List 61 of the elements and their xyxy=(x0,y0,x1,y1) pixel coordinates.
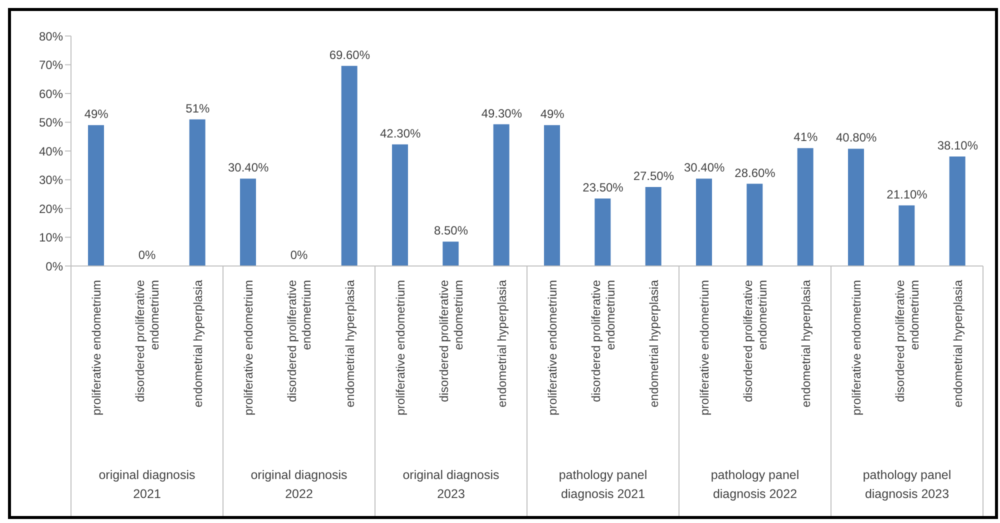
data-label: 38.10% xyxy=(937,138,978,152)
data-label: 49% xyxy=(540,107,565,122)
text: pathology panel diagnosis 2023 xyxy=(862,467,952,503)
bar xyxy=(645,186,662,266)
bar xyxy=(746,184,763,266)
text: original diagnosis 2023 xyxy=(402,467,500,503)
x-tick-label: endometrial hyperplasia xyxy=(798,280,813,408)
x-tick-label: endometrial hyperplasia xyxy=(190,280,205,408)
data-label: 51% xyxy=(186,101,210,116)
bar xyxy=(848,148,864,266)
bar xyxy=(544,125,560,266)
y-tick-label: 50% xyxy=(38,116,64,130)
data-label: 0% xyxy=(290,248,308,262)
bar xyxy=(696,178,712,266)
data-label: 49.30% xyxy=(481,106,522,120)
x-tick-label: endometrial hyperplasia xyxy=(950,280,965,408)
y-tick-label: 70% xyxy=(38,58,64,72)
x-tick-label: proliferative endometrium xyxy=(394,280,408,416)
data-label: 69.60% xyxy=(329,48,370,62)
data-label: 40.80% xyxy=(836,130,878,145)
bar xyxy=(797,148,814,266)
y-tick-label: 0% xyxy=(46,259,64,274)
y-tick-label: 40% xyxy=(38,144,64,158)
bar xyxy=(442,242,459,266)
x-tick-label: proliferative endometrium xyxy=(90,280,104,416)
text: original diagnosis 2021 xyxy=(98,467,196,503)
y-tick-label: 80% xyxy=(38,29,64,44)
y-tick-label: 20% xyxy=(38,202,64,216)
bar xyxy=(594,198,611,266)
x-tick-label: endometrial hyperplasia xyxy=(646,280,661,408)
text: pathology panel diagnosis 2021 xyxy=(558,467,648,503)
y-tick-label: 30% xyxy=(38,173,64,188)
data-label: 8.50% xyxy=(434,224,468,238)
x-tick-label: proliferative endometrium xyxy=(242,280,256,416)
data-label: 21.10% xyxy=(886,187,928,202)
text: pathology panel diagnosis 2022 xyxy=(710,467,800,503)
bar xyxy=(493,124,510,266)
data-label: 28.60% xyxy=(734,166,776,180)
data-label: 49% xyxy=(84,107,109,122)
bar xyxy=(240,178,256,266)
bar xyxy=(392,144,408,266)
x-tick-label: endometrial hyperplasia xyxy=(342,280,357,408)
x-tick-label: endometrial hyperplasia xyxy=(494,280,509,408)
y-tick-label: 10% xyxy=(38,230,64,245)
data-label: 0% xyxy=(138,248,156,262)
data-label: 23.50% xyxy=(582,180,624,194)
x-tick-label: proliferative endometrium xyxy=(850,280,864,416)
data-label: 42.30% xyxy=(380,126,422,140)
x-tick-label: proliferative endometrium xyxy=(546,280,560,416)
y-tick-label: 60% xyxy=(38,86,64,101)
bar xyxy=(898,205,915,266)
x-tick-label: proliferative endometrium xyxy=(698,280,712,416)
bar xyxy=(189,119,206,266)
text: original diagnosis 2022 xyxy=(250,467,348,503)
bar xyxy=(88,125,104,266)
bar xyxy=(949,156,966,266)
data-label: 41% xyxy=(794,130,818,144)
bar xyxy=(341,66,358,266)
data-label: 30.40% xyxy=(228,160,270,175)
data-label: 27.50% xyxy=(633,168,674,183)
data-label: 30.40% xyxy=(684,160,726,175)
